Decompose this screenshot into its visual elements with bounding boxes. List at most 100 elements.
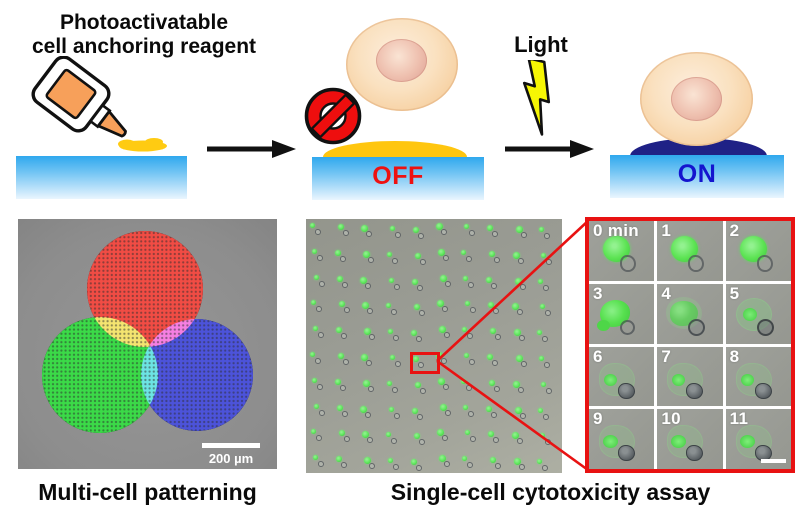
timelapse-frame: 3 xyxy=(589,283,655,344)
figure-title-line1: Photoactivatable xyxy=(59,11,229,34)
grid-cell-gray-dot xyxy=(541,336,548,343)
frame-debris xyxy=(618,382,635,399)
frame-label: 3 xyxy=(593,283,603,303)
grid-cell-green-dot xyxy=(314,403,319,409)
grid-cell-gray-dot xyxy=(444,461,450,468)
frame-core xyxy=(742,307,757,321)
grid-cell-green-dot xyxy=(461,249,467,255)
grid-cell-green-dot xyxy=(536,459,542,465)
scale-bar xyxy=(202,443,260,448)
grid-cell-gray-dot xyxy=(343,230,350,236)
grid-cell-gray-dot xyxy=(365,411,372,418)
arrow-right-icon xyxy=(505,140,594,158)
caption-single-cell: Single-cell cytotoxicity assay xyxy=(390,479,711,505)
grid-cell-gray-dot xyxy=(518,335,525,342)
grid-cell-gray-dot xyxy=(541,465,548,472)
on-label: ON xyxy=(677,160,717,188)
grid-cell-gray-dot xyxy=(443,254,449,261)
frame-label: 7 xyxy=(661,346,672,366)
substrate-surface-right: ON xyxy=(610,155,784,198)
grid-cell-gray-dot xyxy=(319,280,325,287)
grid-cell-green-dot xyxy=(389,355,395,360)
grid-cell-gray-dot xyxy=(493,437,500,444)
grid-cell-green-dot xyxy=(363,250,371,258)
timelapse-frame: 1 xyxy=(657,221,723,281)
grid-cell-gray-dot xyxy=(468,410,475,417)
grid-cell-green-dot xyxy=(387,329,393,335)
grid-cell-green-dot xyxy=(312,248,317,254)
grid-cell-gray-dot xyxy=(442,435,448,442)
substrate-surface-left xyxy=(16,156,187,199)
grid-cell-gray-dot xyxy=(494,256,501,263)
grid-cell-green-dot xyxy=(463,404,469,410)
grid-cell-green-dot xyxy=(414,381,421,388)
grid-cell-green-dot xyxy=(313,326,318,332)
grid-cell-gray-dot xyxy=(344,307,351,314)
grid-cell-green-dot xyxy=(412,227,419,233)
grid-cell-green-dot xyxy=(336,456,343,463)
frame-debris xyxy=(688,255,705,272)
timelapse-frame: 4 xyxy=(657,283,723,344)
grid-cell-gray-dot xyxy=(518,464,525,471)
grid-cell-gray-dot xyxy=(317,254,323,261)
grid-cell-green-dot xyxy=(410,459,417,466)
grid-cell-gray-dot xyxy=(316,306,322,313)
cell-on xyxy=(640,52,753,146)
no-entry-icon xyxy=(304,87,362,145)
timelapse-frame: 0 min xyxy=(589,221,655,281)
grid-cell-gray-dot xyxy=(340,384,347,391)
grid-cell-green-dot xyxy=(363,379,371,387)
grid-cell-gray-dot xyxy=(544,310,551,317)
caption-multi-cell: Multi-cell patterning xyxy=(38,479,257,505)
multi-cell-image: 200 µm xyxy=(18,219,277,469)
grid-cell-gray-dot xyxy=(318,332,324,339)
frame-core xyxy=(740,373,754,386)
grid-cell-gray-dot xyxy=(520,361,527,367)
grid-cell-green-dot xyxy=(314,274,319,280)
grid-cell-gray-dot xyxy=(467,333,474,340)
timelapse-frame: 11 xyxy=(725,409,791,469)
cell-nucleus xyxy=(671,77,722,121)
grid-cell-gray-dot xyxy=(419,258,426,265)
grid-cell-green-dot xyxy=(310,352,315,357)
grid-cell-green-dot xyxy=(462,327,468,333)
frame-core xyxy=(603,435,618,449)
frame-debris xyxy=(618,445,635,462)
grid-cell-gray-dot xyxy=(415,336,422,343)
grid-cell-green-dot xyxy=(387,458,393,464)
frame-core xyxy=(671,435,687,449)
grid-cell-gray-dot xyxy=(367,308,374,315)
grid-cell-green-dot xyxy=(386,380,392,386)
grid-cell-gray-dot xyxy=(344,436,351,443)
frame-label: 0 min xyxy=(593,221,639,240)
grid-cell-gray-dot xyxy=(394,232,401,238)
grid-cell-green-dot xyxy=(486,405,493,412)
grid-cell-gray-dot xyxy=(470,307,477,314)
timelapse-panel: 0 min 1 2 3 4 5 6 7 8 9 10 11 xyxy=(585,217,795,473)
cell-off xyxy=(346,18,458,111)
frame-label: 2 xyxy=(729,221,740,240)
timelapse-frame: 8 xyxy=(725,346,791,407)
grid-cell-green-dot xyxy=(536,330,542,336)
grid-cell-green-dot xyxy=(335,249,342,256)
timelapse-frame: 10 xyxy=(657,409,723,469)
grid-cell-gray-dot xyxy=(416,284,423,291)
frame-debris xyxy=(620,319,635,335)
grid-cell-green-dot xyxy=(339,301,346,308)
grid-cell-gray-dot xyxy=(418,439,425,446)
grid-cell-green-dot xyxy=(463,275,469,281)
grid-cell-green-dot xyxy=(361,225,369,232)
grid-cell-green-dot xyxy=(388,406,394,412)
frame-label: 8 xyxy=(729,346,740,366)
grid-cell-gray-dot xyxy=(445,280,451,287)
grid-cell-green-dot xyxy=(337,275,344,282)
grid-cell-green-dot xyxy=(489,379,496,386)
frame-label: 10 xyxy=(661,409,681,429)
grid-cell-gray-dot xyxy=(495,334,502,341)
grid-cell-gray-dot xyxy=(444,332,450,339)
grid-cell-gray-dot xyxy=(341,333,348,340)
grid-cell-gray-dot xyxy=(416,413,423,420)
grid-cell-green-dot xyxy=(313,455,318,461)
grid-cell-gray-dot xyxy=(391,386,398,393)
grid-cell-gray-dot xyxy=(417,362,424,368)
